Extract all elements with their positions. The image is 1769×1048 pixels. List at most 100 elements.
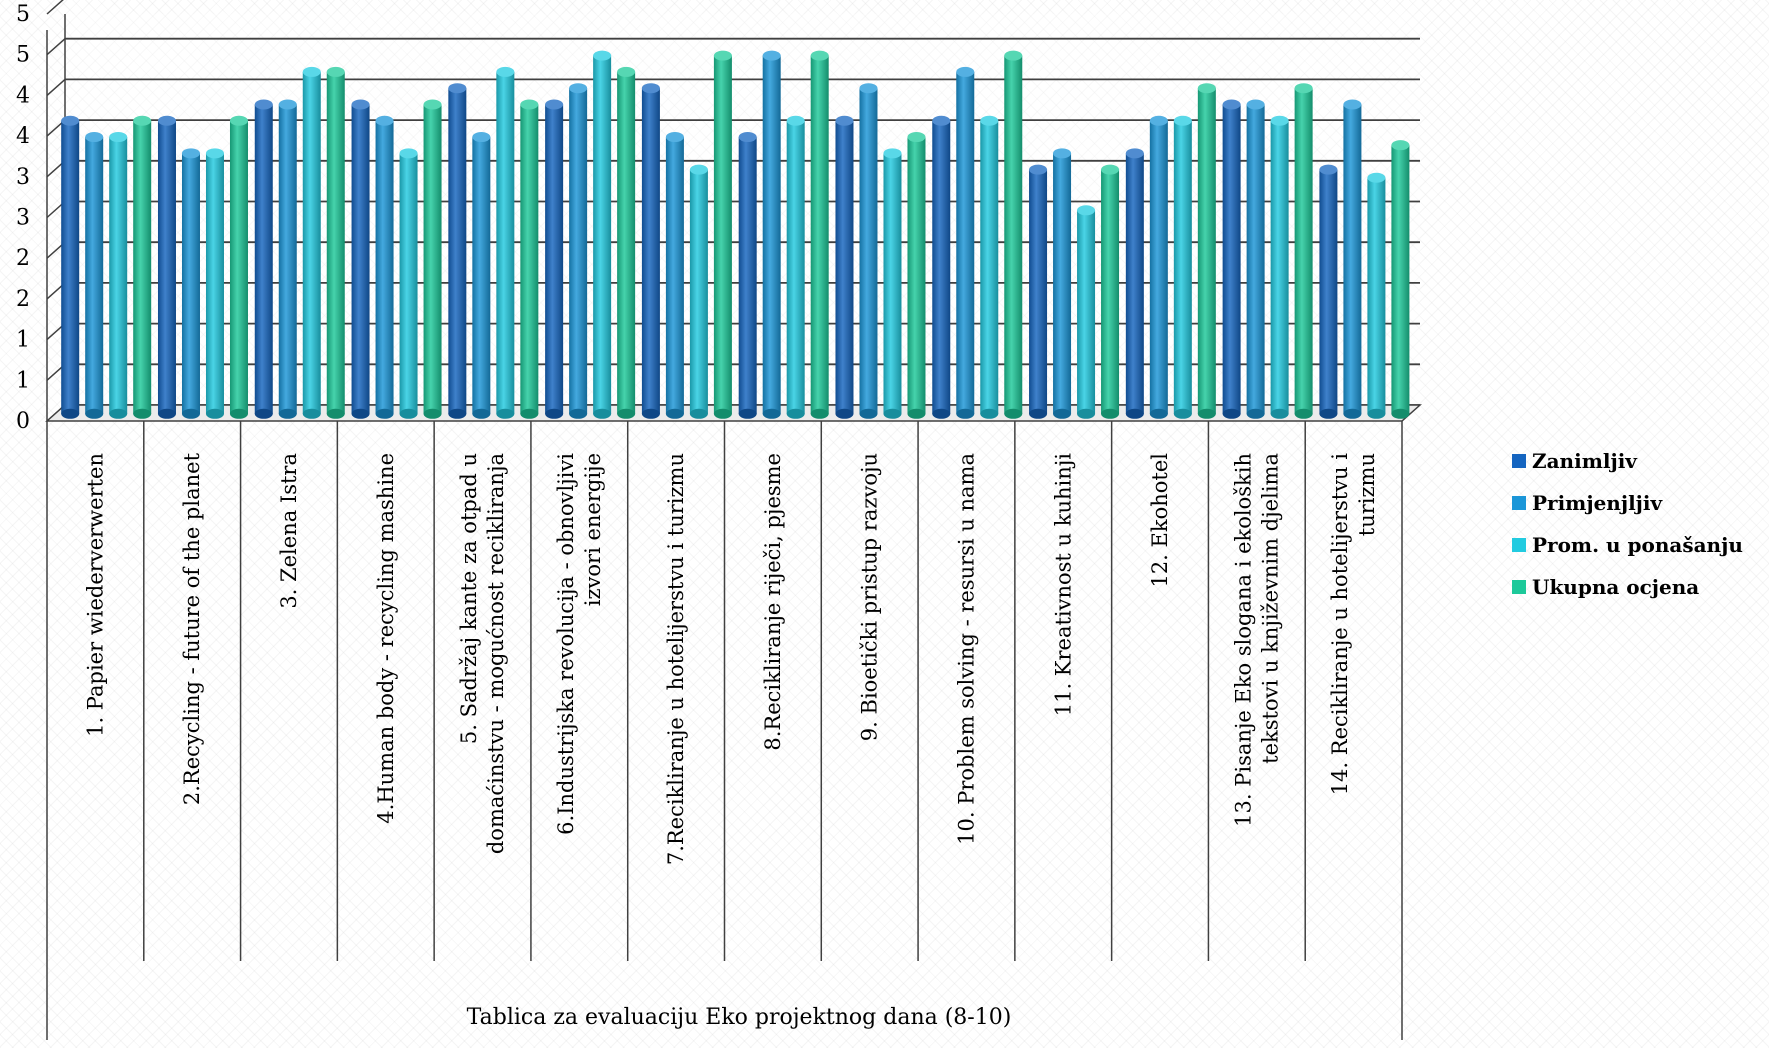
bar — [762, 50, 781, 419]
category-label: 13. Pisanje Eko slogana i ekoloških — [1231, 453, 1255, 827]
bar — [472, 132, 491, 419]
bar — [254, 99, 273, 419]
y-tick-label: 2 — [16, 246, 30, 271]
bar — [61, 115, 80, 419]
bar — [932, 115, 951, 419]
bar — [181, 148, 200, 419]
category-label: 10. Problem solving - resursi u nama — [954, 453, 978, 845]
bar — [689, 164, 708, 419]
y-tick-label: 2 — [16, 287, 30, 312]
bar — [399, 148, 418, 419]
category-label: 4.Human body - recycling mashine — [374, 453, 398, 824]
legend-label: Primjenjljiv — [1532, 491, 1663, 515]
bar — [1125, 148, 1144, 419]
bar — [1053, 148, 1072, 419]
bar — [1391, 140, 1410, 419]
bar — [157, 115, 176, 419]
bar — [980, 115, 999, 419]
y-tick-label: 1 — [16, 368, 30, 393]
bar — [278, 99, 297, 419]
bar — [956, 66, 975, 419]
y-tick-label: 1 — [16, 328, 30, 353]
category-label: 14. Recikliranje u hotelijerstvu i — [1328, 453, 1352, 796]
bar — [1149, 115, 1168, 419]
bar — [1077, 205, 1096, 419]
bar — [1004, 50, 1023, 419]
bar — [423, 99, 442, 419]
y-tick-label: 3 — [16, 206, 30, 231]
bar — [302, 66, 321, 419]
legend-swatch — [1512, 454, 1526, 468]
y-tick-label: 5 — [16, 43, 30, 68]
y-tick-label: 4 — [16, 83, 30, 108]
x-axis-title: Tablica za evaluaciju Eko projektnog dan… — [467, 1005, 1012, 1030]
category-label: 2.Recycling - future of the planet — [180, 452, 204, 805]
bars — [61, 50, 1410, 419]
bar — [738, 132, 757, 419]
legend-item: Prom. u ponašanju — [1512, 524, 1743, 566]
bar — [713, 50, 732, 419]
category-label: domaćinstvu - mogućnost recikliranja — [484, 453, 508, 854]
category-label: 12. Ekohotel — [1148, 453, 1172, 588]
y-tick-label: 0 — [16, 409, 30, 434]
legend-item: Ukupna ocjena — [1512, 566, 1743, 608]
bar — [1222, 99, 1241, 419]
legend: Zanimljiv Primjenjljiv Prom. u ponašanju Uk… — [1512, 440, 1743, 608]
bar — [1367, 172, 1386, 419]
bar — [859, 83, 878, 419]
category-label: izvori energije — [581, 453, 605, 606]
bar — [229, 115, 248, 419]
bar — [1029, 164, 1048, 419]
bar — [109, 132, 128, 419]
bar — [1319, 164, 1338, 419]
bar — [448, 83, 467, 419]
bar — [641, 83, 660, 419]
bar — [205, 148, 224, 419]
bar — [883, 148, 902, 419]
bar — [1270, 115, 1289, 419]
legend-swatch — [1512, 538, 1526, 552]
bar — [133, 115, 152, 419]
category-label: turizmu — [1355, 453, 1379, 536]
bar — [593, 50, 612, 419]
legend-label: Zanimljiv — [1532, 449, 1637, 473]
y-tick-labels: 0 1 1 2 2 3 3 4 4 5 5 — [16, 2, 30, 434]
category-label: 11. Kreativnost u kuhinji — [1051, 453, 1075, 717]
category-label: 9. Bioetički pristup razvoju — [858, 453, 882, 741]
bar — [617, 66, 636, 419]
bar — [810, 50, 829, 419]
legend-swatch — [1512, 580, 1526, 594]
bar — [1343, 99, 1362, 419]
category-label: 3. Zelena Istra — [277, 453, 301, 609]
bar — [1197, 83, 1216, 419]
bar — [520, 99, 539, 419]
bar — [496, 66, 515, 419]
category-label: 8.Recikliranje riječi, pjesme — [761, 453, 785, 751]
bar — [786, 115, 805, 419]
y-tick-label: 5 — [16, 2, 30, 27]
bar — [569, 83, 588, 419]
y-tick-label: 3 — [16, 165, 30, 190]
bar — [85, 132, 104, 419]
bar — [665, 132, 684, 419]
category-label: 7.Recikliranje u hotelijerstvu i turizmu — [664, 453, 688, 865]
y-tick-label: 4 — [16, 124, 30, 149]
bar — [1294, 83, 1313, 419]
category-label: 6.Industrijska revolucija - obnovljivi — [554, 453, 578, 835]
category-labels: 1. Papier wiederverwerten 2.Recycling - f… — [83, 452, 1379, 865]
legend-item: Zanimljiv — [1512, 440, 1743, 482]
category-label: 5. Sadržaj kante za otpad u — [457, 453, 481, 744]
bar — [375, 115, 394, 419]
bar — [835, 115, 854, 419]
bar — [351, 99, 370, 419]
bar — [1173, 115, 1192, 419]
category-label: 1. Papier wiederverwerten — [83, 453, 107, 737]
legend-label: Prom. u ponašanju — [1532, 533, 1743, 557]
legend-label: Ukupna ocjena — [1532, 575, 1700, 599]
bar — [545, 99, 564, 419]
bar — [326, 66, 345, 419]
bar — [1101, 164, 1120, 419]
category-label: tekstovi u književnim djelima — [1258, 453, 1282, 764]
legend-swatch — [1512, 496, 1526, 510]
legend-item: Primjenjljiv — [1512, 482, 1743, 524]
